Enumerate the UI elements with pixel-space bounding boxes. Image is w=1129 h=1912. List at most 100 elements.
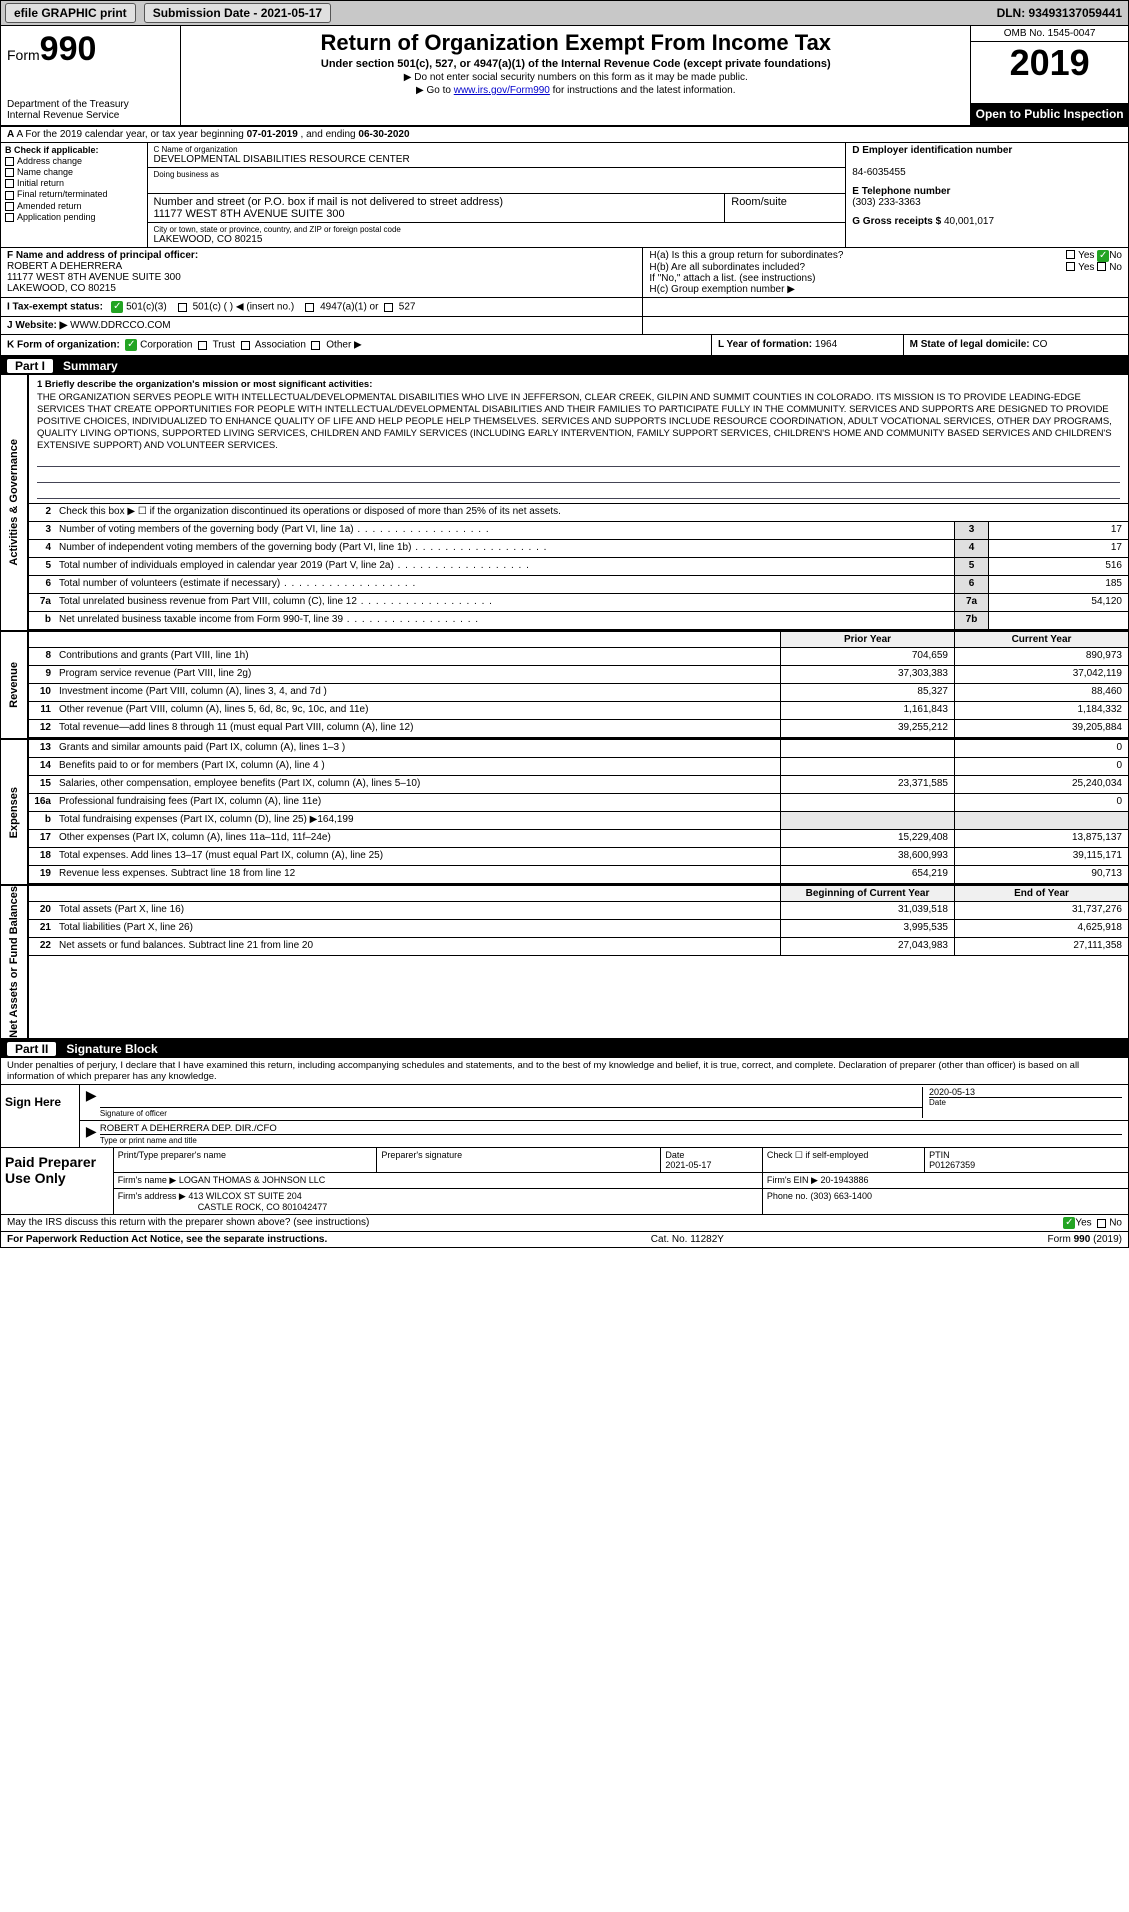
discuss-yes[interactable]: ✓ [1063, 1217, 1075, 1229]
perjury-declaration: Under penalties of perjury, I declare th… [1, 1058, 1128, 1084]
org-name: DEVELOPMENTAL DISABILITIES RESOURCE CENT… [154, 154, 840, 165]
row-m-state: M State of legal domicile: CO [903, 335, 1128, 355]
fin-row: 18Total expenses. Add lines 13–17 (must … [29, 848, 1128, 866]
row-i-tax-exempt: I Tax-exempt status: ✓ 501(c)(3) 501(c) … [1, 298, 643, 316]
ha-yes[interactable] [1066, 250, 1075, 259]
gov-row: 5Total number of individuals employed in… [29, 558, 1128, 576]
dept-treasury: Department of the Treasury Internal Reve… [7, 99, 174, 121]
firm-ein: 20-1943886 [821, 1175, 869, 1185]
signature-arrow-icon: ▶ [86, 1087, 100, 1118]
gov-row: 6Total number of volunteers (estimate if… [29, 576, 1128, 594]
fin-row: 8Contributions and grants (Part VIII, li… [29, 648, 1128, 666]
ein-value: 84-6035455 [852, 167, 905, 178]
fin-row: 16aProfessional fundraising fees (Part I… [29, 794, 1128, 812]
fin-row: 10Investment income (Part VIII, column (… [29, 684, 1128, 702]
side-label-net-assets: Net Assets or Fund Balances [1, 886, 29, 1038]
paid-preparer-label: Paid Preparer Use Only [1, 1148, 114, 1214]
signature-date: 2020-05-13 Date [922, 1087, 1122, 1118]
chk-trust[interactable] [198, 341, 207, 350]
instructions-link-row: ▶ Go to www.irs.gov/Form990 for instruct… [189, 85, 962, 96]
top-bar: efile GRAPHIC print Submission Date - 20… [1, 1, 1128, 26]
omb-number: OMB No. 1545-0047 [971, 26, 1128, 42]
fin-row: 13Grants and similar amounts paid (Part … [29, 740, 1128, 758]
revenue-col-headers: Prior Year Current Year [29, 632, 1128, 648]
chk-501c3[interactable]: ✓ [111, 301, 123, 313]
tax-year: 2019 [971, 42, 1128, 103]
form-header: Form990 Department of the Treasury Inter… [1, 26, 1128, 127]
fin-row: 9Program service revenue (Part VIII, lin… [29, 666, 1128, 684]
gov-row: 7aTotal unrelated business revenue from … [29, 594, 1128, 612]
firm-phone: (303) 663-1400 [810, 1191, 872, 1201]
section-c-org-info: C Name of organization DEVELOPMENTAL DIS… [148, 143, 847, 247]
chk-association[interactable] [241, 341, 250, 350]
chk-final-return[interactable]: Final return/terminated [5, 189, 143, 199]
discuss-no[interactable] [1097, 1219, 1106, 1228]
firm-address: 413 WILCOX ST SUITE 204 [188, 1191, 301, 1201]
section-h-group: H(a) Is this a group return for subordin… [643, 248, 1128, 297]
chk-amended-return[interactable]: Amended return [5, 201, 143, 211]
form-number: Form990 [7, 30, 174, 69]
chk-address-change[interactable]: Address change [5, 156, 143, 166]
officer-name-title: ROBERT A DEHERRERA DEP. DIR./CFO [100, 1123, 1122, 1134]
sign-here-label: Sign Here [1, 1085, 80, 1147]
website-value: WWW.DDRCCO.COM [70, 320, 171, 331]
fin-row: 17Other expenses (Part IX, column (A), l… [29, 830, 1128, 848]
chk-name-change[interactable]: Name change [5, 167, 143, 177]
section-d-ein: D Employer identification number84-60354… [846, 143, 1128, 247]
gov-row: bNet unrelated business taxable income f… [29, 612, 1128, 630]
city-state-zip: LAKEWOOD, CO 80215 [154, 234, 840, 245]
fin-row: 21Total liabilities (Part X, line 26)3,9… [29, 920, 1128, 938]
row-j-website: J Website: ▶ WWW.DDRCCO.COM [1, 317, 643, 334]
fin-row: 20Total assets (Part X, line 16)31,039,5… [29, 902, 1128, 920]
gov-row: 4Number of independent voting members of… [29, 540, 1128, 558]
preparer-date: 2021-05-17 [665, 1160, 711, 1170]
chk-527[interactable] [384, 303, 393, 312]
chk-4947[interactable] [305, 303, 314, 312]
side-label-revenue: Revenue [1, 632, 29, 738]
dln-label: DLN: 93493137059441 [997, 6, 1128, 20]
discuss-row: May the IRS discuss this return with the… [1, 1215, 1128, 1232]
paid-preparer-block: Paid Preparer Use Only Print/Type prepar… [1, 1148, 1128, 1215]
row-l-year: L Year of formation: 1964 [711, 335, 903, 355]
fin-row: 15Salaries, other compensation, employee… [29, 776, 1128, 794]
part-ii-header: Part II Signature Block [1, 1040, 1128, 1058]
footer-line: For Paperwork Reduction Act Notice, see … [1, 1232, 1128, 1247]
fin-row: 11Other revenue (Part VIII, column (A), … [29, 702, 1128, 720]
chk-application-pending[interactable]: Application pending [5, 212, 143, 222]
ssn-warning: ▶ Do not enter social security numbers o… [189, 72, 962, 83]
fin-row: 22Net assets or fund balances. Subtract … [29, 938, 1128, 956]
side-label-governance: Activities & Governance [1, 375, 29, 630]
form-title: Return of Organization Exempt From Incom… [189, 30, 962, 56]
fin-row: 19Revenue less expenses. Subtract line 1… [29, 866, 1128, 884]
section-f-officer: F Name and address of principal officer:… [1, 248, 643, 297]
chk-other[interactable] [311, 341, 320, 350]
fin-row: bTotal fundraising expenses (Part IX, co… [29, 812, 1128, 830]
gross-receipts: 40,001,017 [944, 216, 994, 227]
submission-date-button[interactable]: Submission Date - 2021-05-17 [144, 3, 331, 23]
part-i-header: Part I Summary [1, 357, 1128, 375]
signature-block: Under penalties of perjury, I declare th… [1, 1058, 1128, 1148]
efile-print-button[interactable]: efile GRAPHIC print [5, 3, 136, 23]
officer-name: ROBERT A DEHERRERA [7, 261, 122, 272]
gov-row: 3Number of voting members of the governi… [29, 522, 1128, 540]
gov-row: 2Check this box ▶ ☐ if the organization … [29, 504, 1128, 522]
hb-yes[interactable] [1066, 262, 1075, 271]
row-k-form-org: K Form of organization: ✓ Corporation Tr… [1, 335, 711, 355]
chk-corporation[interactable]: ✓ [125, 339, 137, 351]
chk-501c[interactable] [178, 303, 187, 312]
ha-no[interactable]: ✓ [1097, 250, 1109, 262]
mission-text: THE ORGANIZATION SERVES PEOPLE WITH INTE… [37, 392, 1120, 451]
chk-initial-return[interactable]: Initial return [5, 178, 143, 188]
side-label-expenses: Expenses [1, 740, 29, 884]
instructions-link[interactable]: www.irs.gov/Form990 [454, 85, 550, 96]
fin-row: 14Benefits paid to or for members (Part … [29, 758, 1128, 776]
firm-name: LOGAN THOMAS & JOHNSON LLC [179, 1175, 325, 1185]
mission-block: 1 Briefly describe the organization's mi… [29, 375, 1128, 504]
na-col-headers: Beginning of Current Year End of Year [29, 886, 1128, 902]
ptin-value: P01267359 [929, 1160, 975, 1170]
hb-no[interactable] [1097, 262, 1106, 271]
line-a-tax-year: A A For the 2019 calendar year, or tax y… [1, 127, 1128, 143]
signature-field-label: Signature of officer [100, 1107, 922, 1118]
section-b-checkboxes: B Check if applicable: Address change Na… [1, 143, 148, 247]
name-arrow-icon: ▶ [86, 1123, 100, 1145]
